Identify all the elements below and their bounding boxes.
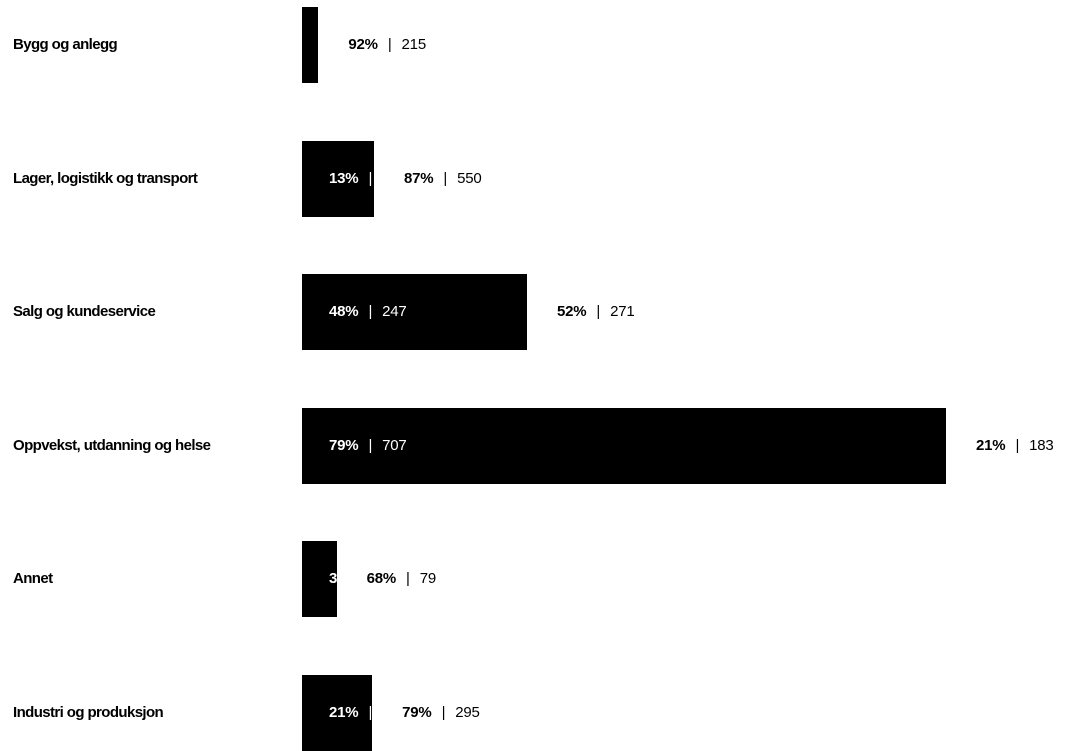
remainder-percent-label: 79% [402, 704, 432, 721]
remainder-data-label: 68% | 79 [366, 569, 437, 589]
bar-count-label: 38 [382, 570, 399, 588]
bar-data-label: 32% | 38 [329, 569, 399, 589]
bar-percent-label: 79% [329, 436, 359, 454]
category-label: Oppvekst, utdanning og helse [13, 436, 211, 454]
remainder-count-label: 271 [610, 303, 635, 321]
label-separator: | [368, 169, 373, 187]
category-label: Industri og produksjon [13, 704, 164, 721]
bar [302, 7, 319, 83]
remainder-count-label: 79 [419, 570, 437, 588]
bar-count-label: 77 [382, 704, 399, 721]
label-separator: | [596, 303, 601, 321]
remainder-data-label: 21% | 183 [976, 436, 1054, 456]
bar-data-label: 21% | 77 [329, 703, 399, 723]
label-separator: | [368, 704, 373, 721]
bar-count-label: 707 [382, 436, 407, 454]
bar-count-label: 247 [382, 303, 407, 321]
bar-data-label: 8% | 18 [329, 35, 390, 55]
remainder-data-label: 79% | 295 [402, 703, 480, 723]
category-label: Bygg og anlegg [13, 36, 118, 53]
remainder-count-label: 215 [401, 36, 427, 53]
bar-percent-label: 13% [329, 169, 359, 187]
bar [302, 140, 374, 217]
bar-percent-label: 32% [329, 570, 359, 588]
label-separator: | [443, 169, 448, 187]
category-label: Lager, logistikk og transport [13, 169, 198, 187]
remainder-count-label: 295 [455, 704, 480, 721]
label-separator: | [368, 303, 373, 321]
category-label: Annet [13, 570, 53, 588]
bar [302, 274, 527, 351]
remainder-percent-label: 87% [403, 169, 434, 187]
bar [302, 407, 946, 484]
label-separator: | [1015, 436, 1020, 454]
bar [302, 675, 373, 751]
bar-data-label: 13% | 79 [329, 169, 399, 189]
bar-percent-label: 8% [329, 36, 351, 53]
remainder-count-label: 183 [1029, 436, 1054, 454]
category-label: Salg og kundeservice [13, 303, 156, 321]
label-separator: | [441, 704, 446, 721]
label-separator: | [406, 570, 410, 588]
label-separator: | [387, 36, 392, 53]
label-separator: | [360, 36, 364, 53]
remainder-data-label: 87% | 550 [404, 169, 482, 189]
remainder-data-label: 92% | 215 [348, 35, 426, 55]
remainder-percent-label: 21% [976, 436, 1006, 454]
remainder-data-label: 52% | 271 [557, 302, 635, 322]
bar-data-label: 79% | 707 [329, 436, 407, 456]
remainder-count-label: 550 [457, 169, 482, 187]
bar [302, 541, 337, 618]
label-separator: | [368, 570, 373, 588]
bar-percent-label: 48% [329, 303, 359, 321]
bar-data-label: 48% | 247 [329, 302, 407, 322]
remainder-percent-label: 52% [556, 303, 587, 321]
bar-count-label: 79 [382, 169, 399, 187]
bar-count-label: 18 [373, 36, 391, 53]
bar-percent-label: 21% [329, 704, 359, 721]
remainder-percent-label: 68% [366, 570, 397, 588]
label-separator: | [368, 436, 373, 454]
remainder-percent-label: 92% [348, 36, 378, 53]
